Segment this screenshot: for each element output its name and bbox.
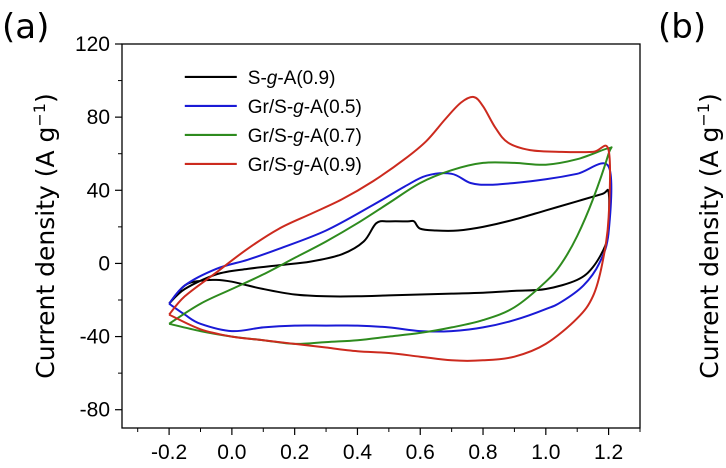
panel-label-b-text: (b) bbox=[658, 7, 706, 47]
panel-label-a: (a) bbox=[2, 7, 49, 47]
x-tick-label: -0.2 bbox=[151, 441, 187, 464]
legend-label-part: -A(0.5) bbox=[304, 97, 362, 118]
legend-label-part: g bbox=[293, 97, 304, 118]
axes: -0.2 0.0 0.2 0.4 0.6 0.8 1.0 1.2 -80 -40 0 40 80 120 bbox=[75, 33, 641, 464]
plot-frame bbox=[121, 43, 641, 429]
legend-label-part: g bbox=[293, 155, 304, 176]
x-tick-label: 1.2 bbox=[594, 441, 623, 464]
y-tick-label: 0 bbox=[98, 252, 110, 275]
legend-label: Gr/S-g-A(0.5) bbox=[248, 97, 362, 118]
series-line-gr-s-g-a-0-9- bbox=[168, 95, 612, 362]
right-panel-y-axis-title: Current density (A g−1) bbox=[694, 93, 724, 378]
legend-label-part: Gr/S- bbox=[248, 126, 293, 147]
legend: S-g-A(0.9)Gr/S-g-A(0.5)Gr/S-g-A(0.7)Gr/S… bbox=[184, 68, 362, 176]
y-tick-label: -40 bbox=[80, 326, 110, 349]
series-line-s-g-a-0-9- bbox=[168, 188, 611, 305]
x-tick-label: 0.8 bbox=[468, 441, 497, 464]
legend-label: S-g-A(0.9) bbox=[248, 68, 336, 89]
y-tick-label: 120 bbox=[75, 33, 110, 56]
legend-label-part: S- bbox=[248, 68, 267, 89]
data-series bbox=[168, 95, 613, 362]
y-tick-label: -80 bbox=[80, 399, 110, 422]
panel-label-b: (b) bbox=[658, 7, 706, 47]
x-tick-label: 0.4 bbox=[343, 441, 373, 464]
legend-label-part: -A(0.9) bbox=[304, 155, 362, 176]
legend-label: Gr/S-g-A(0.9) bbox=[248, 155, 362, 176]
legend-label-part: Gr/S- bbox=[248, 155, 293, 176]
legend-label: Gr/S-g-A(0.7) bbox=[248, 126, 362, 147]
y-tick-label: 80 bbox=[87, 106, 110, 129]
legend-label-part: Gr/S- bbox=[248, 97, 293, 118]
x-tick-label: 0.0 bbox=[217, 441, 246, 464]
legend-label-part: -A(0.9) bbox=[277, 68, 335, 89]
series-line-gr-s-g-a-0-5- bbox=[168, 162, 613, 333]
x-tick-label: 1.0 bbox=[531, 441, 560, 464]
series-line-gr-s-g-a-0-7- bbox=[168, 146, 613, 345]
y-tick-label: 40 bbox=[87, 179, 110, 202]
legend-label-part: g bbox=[293, 126, 304, 147]
x-tick-label: 0.6 bbox=[406, 441, 435, 464]
legend-label-part: -A(0.7) bbox=[304, 126, 362, 147]
legend-label-part: g bbox=[267, 68, 278, 89]
panel-label-a-text: (a) bbox=[2, 7, 49, 47]
x-tick-label: 0.2 bbox=[280, 441, 309, 464]
y-axis-title: Current density (A g−1) bbox=[30, 93, 60, 378]
